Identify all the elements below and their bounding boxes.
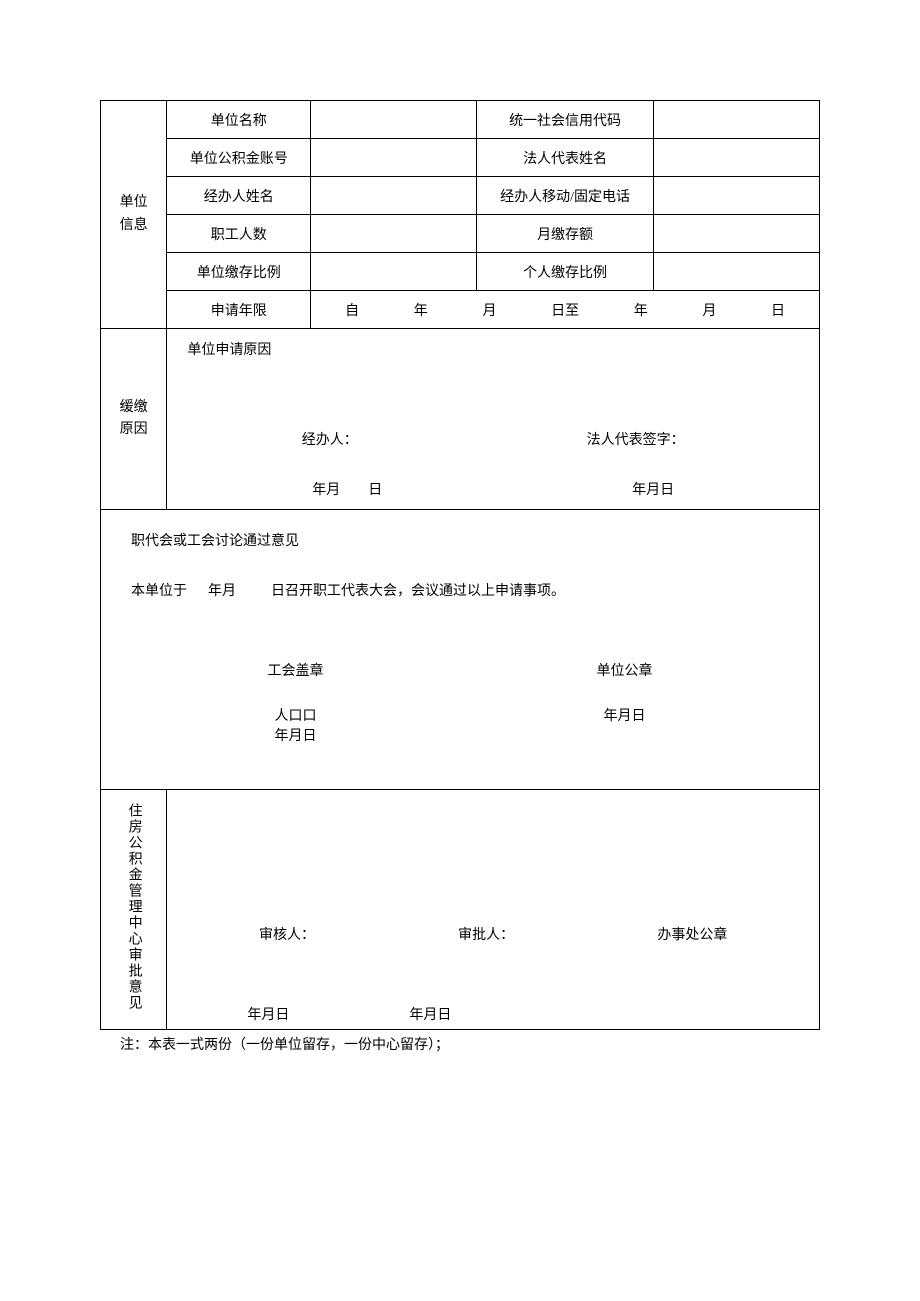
union-stamp-label: 工会盖章 [268, 660, 324, 680]
union-title: 职代会或工会讨论通过意见 [131, 530, 789, 550]
field-label: 单位名称 [167, 101, 311, 139]
field-label: 统一社会信用代码 [477, 101, 654, 139]
field-value[interactable] [311, 215, 477, 253]
table-row: 申请年限 自 年 月 日至 年 月 日 [101, 291, 820, 329]
form-table: 单位 信息 单位名称 统一社会信用代码 单位公积金账号 法人代表姓名 经办人姓名… [100, 100, 820, 1030]
table-row: 职代会或工会讨论通过意见 本单位于 年月 日召开职工代表大会，会议通过以上申请事… [101, 510, 820, 790]
field-label: 职工人数 [167, 215, 311, 253]
approval-side-label: 住房公积金管理中心审批意见 [101, 790, 167, 1030]
table-row: 经办人姓名 经办人移动/固定电话 [101, 177, 820, 215]
reviewer-label: 审核人： [259, 924, 315, 944]
label-text: 信息 [120, 218, 148, 233]
union-content-cell[interactable]: 职代会或工会讨论通过意见 本单位于 年月 日召开职工代表大会，会议通过以上申请事… [101, 510, 820, 790]
label-text: 原因 [120, 422, 148, 437]
office-stamp-label: 办事处公章 [657, 924, 727, 944]
date-part: 自 [345, 300, 359, 320]
unit-info-side-label: 单位 信息 [101, 101, 167, 329]
table-row: 单位公积金账号 法人代表姓名 [101, 139, 820, 177]
approver-label: 审批人： [458, 924, 514, 944]
reason-title: 单位申请原因 [187, 339, 799, 359]
field-label: 法人代表姓名 [477, 139, 654, 177]
date-text: 年月日 [632, 479, 674, 499]
union-statement: 本单位于 年月 日召开职工代表大会，会议通过以上申请事项。 [131, 580, 789, 600]
unit-stamp-label: 单位公章 [597, 660, 653, 680]
field-value[interactable] [311, 177, 477, 215]
union-date-block: 人口口 年月日 [164, 705, 427, 745]
date-part: 日至 [551, 300, 579, 320]
field-value[interactable] [654, 215, 820, 253]
field-label: 申请年限 [167, 291, 311, 329]
field-value[interactable] [654, 177, 820, 215]
label-text: 缓缴 [120, 400, 148, 415]
approval-content-cell[interactable]: 审核人： 审批人： 办事处公章 年月日 年月日 [167, 790, 820, 1030]
field-label: 单位公积金账号 [167, 139, 311, 177]
field-label: 月缴存额 [477, 215, 654, 253]
field-value[interactable] [311, 139, 477, 177]
date-text: 年月日 [247, 1004, 289, 1024]
field-value[interactable] [311, 101, 477, 139]
date-part: 年 [414, 300, 428, 320]
label-text: 单位 [120, 195, 148, 210]
table-row: 住房公积金管理中心审批意见 审核人： 审批人： 办事处公章 年月日 年月日 [101, 790, 820, 1030]
date-part: 月 [702, 300, 716, 320]
table-row: 单位缴存比例 个人缴存比例 [101, 253, 820, 291]
field-value[interactable] [654, 101, 820, 139]
table-row: 职工人数 月缴存额 [101, 215, 820, 253]
date-part: 月 [482, 300, 496, 320]
field-value[interactable] [311, 253, 477, 291]
field-value[interactable] [654, 253, 820, 291]
reason-side-label: 缓缴 原因 [101, 329, 167, 510]
date-text: 年月日 [409, 1004, 451, 1024]
date-range-cell[interactable]: 自 年 月 日至 年 月 日 [311, 291, 820, 329]
unit-date-block: 年月日 [493, 705, 756, 745]
table-row: 缓缴 原因 单位申请原因 经办人： 法人代表签字： 年月 日 年月日 [101, 329, 820, 510]
date-part: 年 [634, 300, 648, 320]
legal-rep-sig-label: 法人代表签字： [587, 429, 685, 449]
table-row: 单位 信息 单位名称 统一社会信用代码 [101, 101, 820, 139]
date-text: 年月 日 [312, 479, 382, 499]
date-part: 日 [771, 300, 785, 320]
field-label: 单位缴存比例 [167, 253, 311, 291]
field-label: 经办人移动/固定电话 [477, 177, 654, 215]
handler-sig-label: 经办人： [302, 429, 358, 449]
reason-content-cell[interactable]: 单位申请原因 经办人： 法人代表签字： 年月 日 年月日 [167, 329, 820, 510]
field-label: 经办人姓名 [167, 177, 311, 215]
label-text: 住房公积金管理中心审批意见 [124, 798, 144, 1017]
field-value[interactable] [654, 139, 820, 177]
field-label: 个人缴存比例 [477, 253, 654, 291]
footnote: 注：本表一式两份（一份单位留存，一份中心留存）； [100, 1030, 820, 1058]
